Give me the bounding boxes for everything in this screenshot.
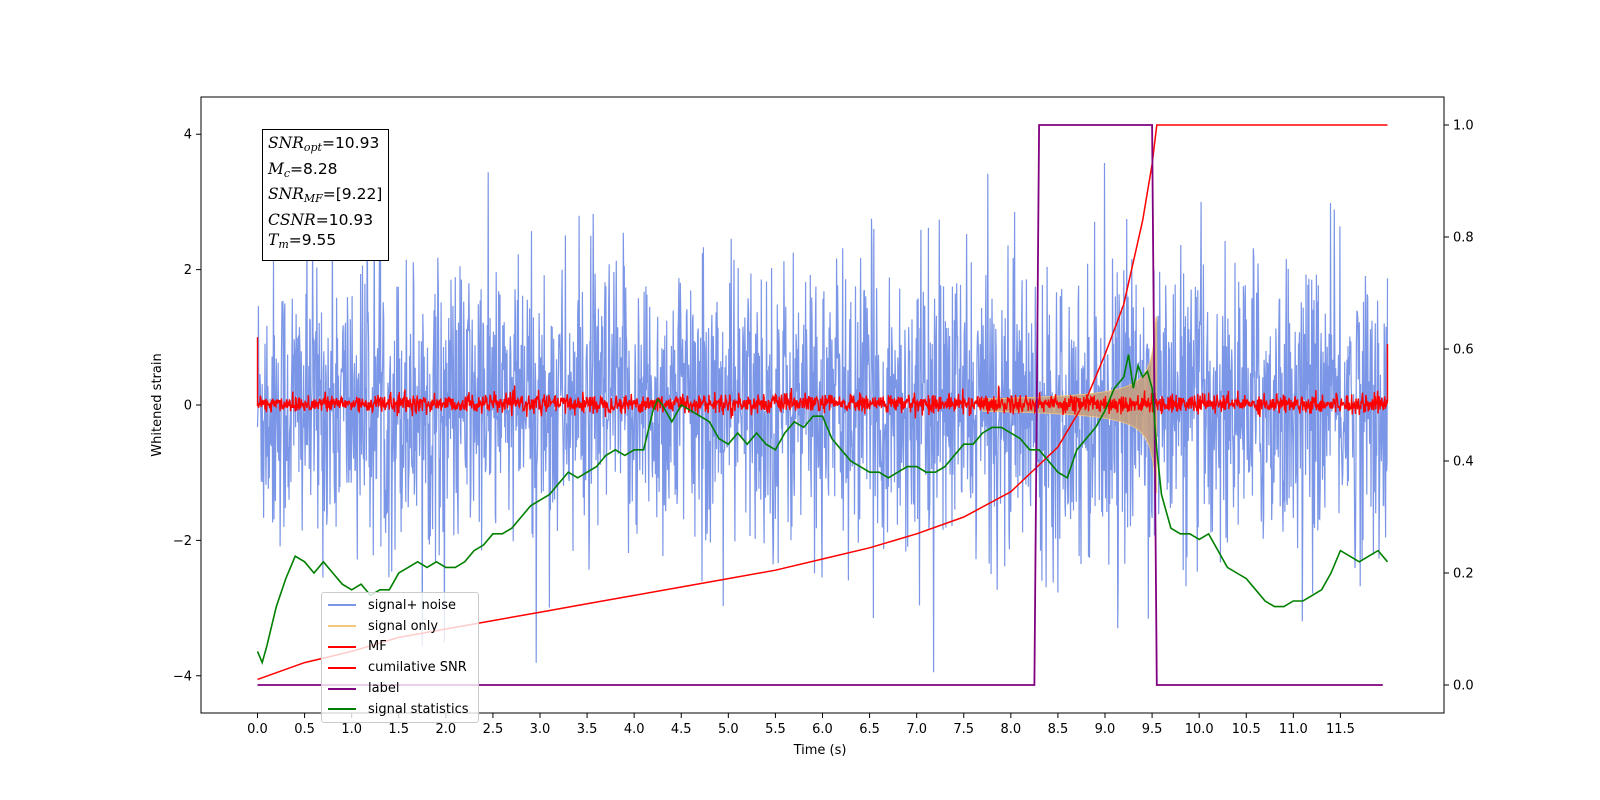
x-tick-label: 1.0 (341, 722, 362, 737)
y-axis-label: Whitened strain (150, 353, 165, 456)
x-tick-label: 1.5 (388, 722, 409, 737)
legend-item: signal statistics (322, 699, 478, 720)
x-tick-label: 3.5 (577, 722, 598, 737)
y-tick-label-right: 0.8 (1453, 231, 1474, 246)
x-tick-label: 7.0 (906, 722, 927, 737)
annotation-mc: Mc=8.28 (268, 159, 338, 180)
y-tick-label-right: 0.0 (1453, 679, 1474, 694)
x-tick-label: 6.5 (859, 722, 880, 737)
x-tick-label: 0.5 (294, 722, 315, 737)
legend-label: signal only (368, 618, 439, 634)
x-tick-label: 5.5 (765, 722, 786, 737)
legend-label: label (368, 681, 400, 697)
legend-label: signal+ noise (368, 597, 457, 613)
legend-label: cumilative SNR (368, 660, 467, 676)
y-tick-label-left: 4 (184, 128, 192, 143)
y-tick-label-right: 0.2 (1453, 567, 1474, 582)
legend-item: signal+ noise (322, 595, 478, 616)
legend-item: MF (322, 637, 478, 658)
x-tick-label: 0.0 (247, 722, 268, 737)
legend-swatch (328, 666, 356, 669)
y-tick-label-right: 1.0 (1453, 119, 1474, 134)
y-tick-label-right: 0.4 (1453, 455, 1474, 470)
annotation-csnr: CSNR=10.93 (268, 210, 374, 229)
x-axis-label: Time (s) (793, 743, 847, 758)
legend-label: MF (368, 639, 387, 655)
x-tick-label: 7.5 (953, 722, 974, 737)
legend-item: label (322, 678, 478, 699)
legend-item: signal only (322, 616, 478, 637)
x-tick-label: 10.0 (1185, 722, 1214, 737)
annotation-tm: Tm=9.55 (268, 231, 337, 251)
y-tick-label-right: 0.6 (1453, 343, 1474, 358)
x-tick-label: 9.5 (1142, 722, 1163, 737)
y-tick-label-left: 0 (184, 399, 192, 414)
x-tick-label: 4.0 (624, 722, 645, 737)
legend-swatch (328, 687, 356, 690)
x-tick-label: 9.0 (1095, 722, 1116, 737)
legend-swatch (328, 645, 356, 648)
x-tick-label: 10.5 (1232, 722, 1261, 737)
annotation-snr-mf: SNRMF=[9.22] (268, 185, 383, 205)
x-tick-label: 11.5 (1326, 722, 1355, 737)
annotation-box: SNRopt=10.93 Mc=8.28 SNRMF=[9.22] CSNR=1… (262, 129, 390, 261)
legend-item: cumilative SNR (322, 657, 478, 678)
signal-noise-line (256, 140, 1389, 673)
label-line (257, 124, 1383, 686)
legend: signal+ noise signal only MF cumilative … (321, 592, 479, 723)
x-tick-label: 8.5 (1048, 722, 1069, 737)
legend-swatch (328, 708, 356, 711)
x-tick-label: 2.5 (483, 722, 504, 737)
legend-label: signal statistics (368, 701, 469, 717)
signal-statistics-line (256, 354, 1389, 666)
x-tick-label: 3.0 (530, 722, 551, 737)
x-tick-label: 6.0 (812, 722, 833, 737)
x-tick-label: 11.0 (1279, 722, 1308, 737)
x-tick-label: 2.0 (435, 722, 456, 737)
legend-swatch (328, 604, 356, 607)
mf-line (256, 337, 1389, 419)
x-tick-label: 4.5 (671, 722, 692, 737)
y-tick-label-left: 2 (184, 263, 192, 278)
y-tick-label-left: −2 (173, 534, 192, 549)
annotation-snr-opt: SNRopt=10.93 (268, 134, 380, 154)
x-tick-label: 5.0 (718, 722, 739, 737)
y-tick-label-left: −4 (173, 669, 192, 684)
x-tick-label: 8.0 (1000, 722, 1021, 737)
legend-swatch (328, 625, 356, 628)
